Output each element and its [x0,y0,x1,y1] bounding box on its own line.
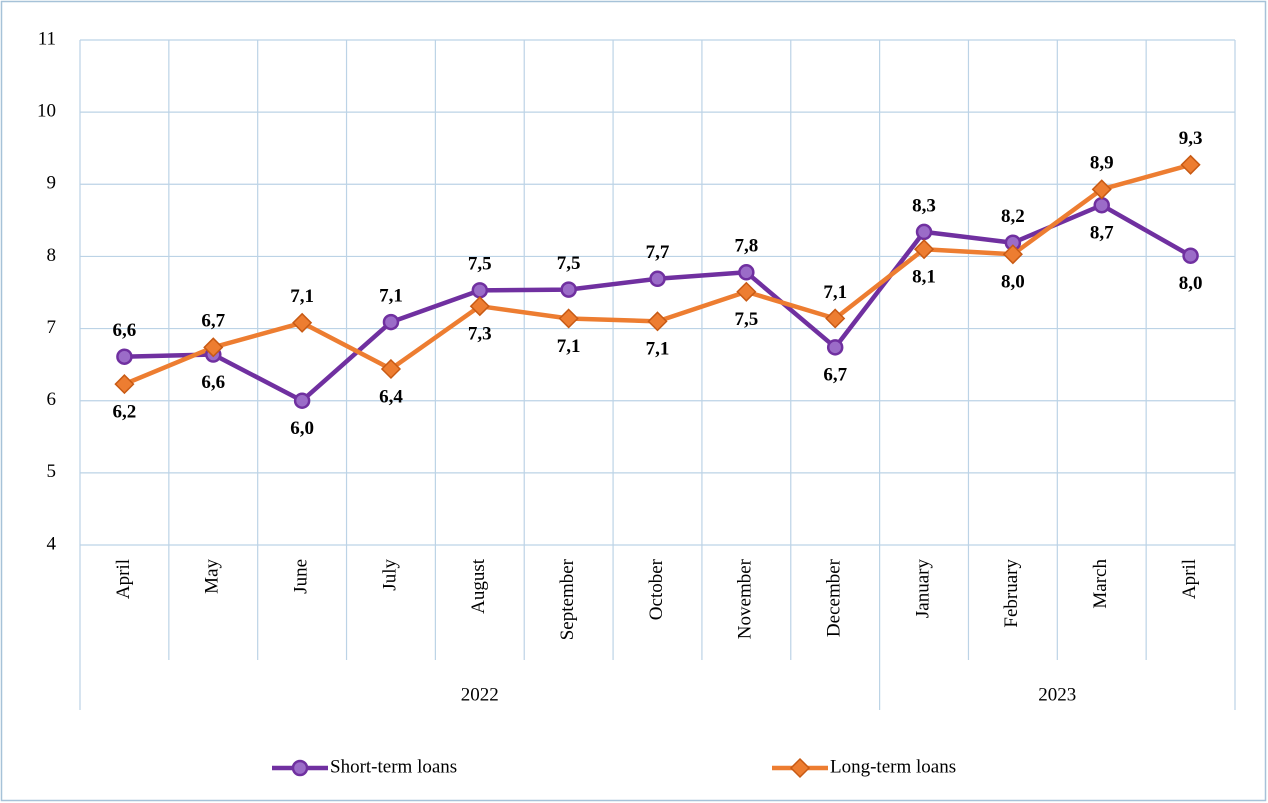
x-tick-label: September [557,558,578,640]
data-label: 7,1 [557,336,581,357]
point [913,239,935,260]
point [1002,244,1023,265]
x-tick-label: February [1001,559,1022,628]
data-label: 7,1 [290,286,314,307]
point [826,339,844,356]
data-label: 6,7 [201,311,225,332]
y-tick-label: 7 [47,317,57,338]
x-tick-label: April [113,559,134,599]
point [1180,154,1201,175]
point [738,264,755,281]
point [380,358,402,380]
data-label: 8,0 [1179,273,1203,294]
y-tick-label: 4 [47,533,57,554]
y-tick-label: 9 [47,173,57,194]
point [114,374,135,395]
x-tick-label: May [202,559,223,594]
point [915,223,933,241]
data-label: 7,1 [823,282,847,303]
y-tick-label: 6 [47,389,57,410]
x-tick-label: December [824,558,845,637]
data-label: 8,0 [1001,272,1025,293]
data-label: 7,5 [734,309,758,330]
point [469,296,490,317]
point [203,337,224,358]
data-label: 6,7 [823,365,847,386]
x-tick-label: June [290,559,311,594]
data-label: 6,4 [379,386,403,407]
x-tick-label: July [379,559,400,591]
data-label: 7,5 [557,253,581,274]
point [1182,247,1199,264]
legend-label: Short-term loans [330,756,457,777]
data-label: 8,2 [1001,206,1025,227]
group-label: 2022 [461,684,499,705]
point [1093,196,1110,214]
group-label: 2023 [1038,684,1076,705]
point [560,281,577,298]
data-label: 8,9 [1090,153,1114,174]
x-tick-label: January [912,559,933,619]
data-label: 6,2 [113,401,137,422]
point [116,348,133,365]
data-label: 7,7 [646,242,670,263]
y-tick-label: 8 [47,245,57,266]
point [382,313,400,331]
point [649,270,666,288]
point [825,308,846,329]
point [471,282,489,299]
x-tick-label: March [1090,559,1111,609]
y-tick-label: 10 [37,101,56,122]
data-label: 7,1 [379,285,403,306]
x-tick-label: November [735,558,756,639]
point [292,312,313,333]
data-label: 7,8 [734,236,758,257]
y-tick-label: 5 [47,461,57,482]
data-label: 8,3 [912,195,936,216]
x-tick-label: April [1179,559,1200,599]
data-label: 6,0 [290,418,314,439]
point [293,392,311,409]
point [558,308,579,329]
data-label: 6,6 [113,320,137,341]
point [291,759,309,777]
data-label: 6,6 [201,372,225,393]
x-tick-label: October [646,558,667,620]
data-label: 7,5 [468,254,492,275]
point [1091,179,1112,200]
point [736,281,757,302]
data-label: 7,1 [646,339,670,360]
legend-label: Long-term loans [830,756,956,777]
point [789,757,811,779]
y-tick-label: 11 [38,28,56,49]
data-label: 9,3 [1179,128,1203,149]
data-label: 8,7 [1090,223,1114,244]
data-label: 7,3 [468,324,492,345]
point [647,311,668,332]
x-tick-label: August [468,558,489,614]
data-label: 8,1 [912,267,936,288]
